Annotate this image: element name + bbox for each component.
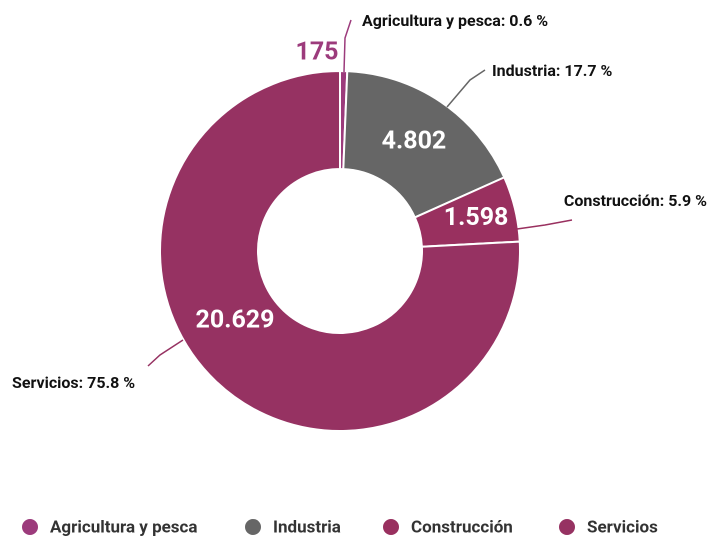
leader-line bbox=[516, 219, 573, 230]
legend-swatch bbox=[22, 519, 38, 535]
legend-swatch bbox=[245, 519, 261, 535]
outer-label: Industria: 17.7 % bbox=[492, 61, 613, 80]
leader-line bbox=[147, 339, 184, 367]
value-label: 20.629 bbox=[196, 306, 275, 335]
legend-swatch bbox=[559, 519, 575, 535]
value-label: 4.802 bbox=[382, 126, 447, 155]
legend-label: Industria bbox=[273, 517, 341, 537]
leader-line bbox=[446, 69, 486, 108]
outer-label: Agricultura y pesca: 0.6 % bbox=[362, 11, 548, 30]
leader-line bbox=[343, 19, 352, 73]
outer-label: Servicios: 75.8 % bbox=[12, 373, 135, 392]
slice bbox=[159, 69, 521, 432]
outer-label: Construcción: 5.9 % bbox=[564, 191, 707, 210]
legend-swatch bbox=[383, 519, 399, 535]
value-label: 175 bbox=[295, 38, 338, 67]
legend-label: Construcción bbox=[411, 517, 513, 537]
legend-label: Agricultura y pesca bbox=[50, 517, 198, 537]
legend-label: Servicios bbox=[587, 517, 658, 537]
slice bbox=[342, 70, 506, 219]
value-label: 1.598 bbox=[444, 203, 509, 232]
